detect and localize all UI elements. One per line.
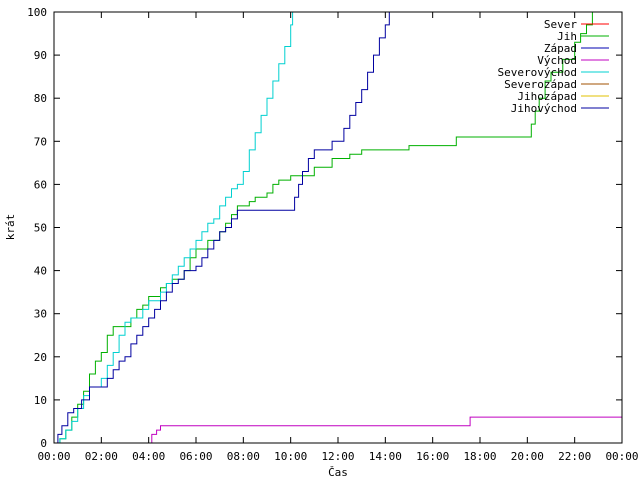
x-tick-label: 10:00 bbox=[274, 450, 307, 463]
legend-label: Severovýchod bbox=[498, 66, 577, 79]
y-tick-label: 70 bbox=[34, 135, 47, 148]
x-tick-label: 14:00 bbox=[369, 450, 402, 463]
x-tick-label: 22:00 bbox=[558, 450, 591, 463]
legend-label: Jih bbox=[557, 30, 577, 43]
y-tick-label: 30 bbox=[34, 308, 47, 321]
x-tick-label: 04:00 bbox=[132, 450, 165, 463]
y-tick-label: 40 bbox=[34, 265, 47, 278]
y-tick-label: 80 bbox=[34, 92, 47, 105]
legend-label: Severozápad bbox=[504, 78, 577, 91]
legend-label: Sever bbox=[544, 18, 577, 31]
y-tick-label: 0 bbox=[40, 437, 47, 450]
x-tick-label: 12:00 bbox=[321, 450, 354, 463]
legend: SeverJihZápadVýchodSeverovýchodSeverozáp… bbox=[498, 18, 609, 115]
y-tick-label: 50 bbox=[34, 222, 47, 235]
y-tick-label: 100 bbox=[27, 6, 47, 19]
x-tick-label: 00:00 bbox=[37, 450, 70, 463]
series-line bbox=[54, 12, 390, 443]
series-line bbox=[54, 12, 593, 443]
y-axis-label: krát bbox=[4, 214, 17, 241]
y-tick-label: 20 bbox=[34, 351, 47, 364]
x-tick-label: 18:00 bbox=[463, 450, 496, 463]
x-tick-label: 20:00 bbox=[511, 450, 544, 463]
x-tick-label: 16:00 bbox=[416, 450, 449, 463]
y-tick-label: 60 bbox=[34, 178, 47, 191]
x-tick-label: 02:00 bbox=[85, 450, 118, 463]
y-tick-label: 10 bbox=[34, 394, 47, 407]
x-tick-label: 00:00 bbox=[605, 450, 638, 463]
legend-label: Západ bbox=[544, 42, 577, 55]
legend-label: Východ bbox=[537, 54, 577, 67]
legend-label: Jihozápad bbox=[517, 90, 577, 103]
y-tick-label: 90 bbox=[34, 49, 47, 62]
series-line bbox=[54, 416, 622, 443]
x-axis-label: Čas bbox=[328, 466, 348, 479]
legend-label: Jihovýchod bbox=[511, 102, 577, 115]
x-tick-label: 08:00 bbox=[227, 450, 260, 463]
x-tick-label: 06:00 bbox=[179, 450, 212, 463]
